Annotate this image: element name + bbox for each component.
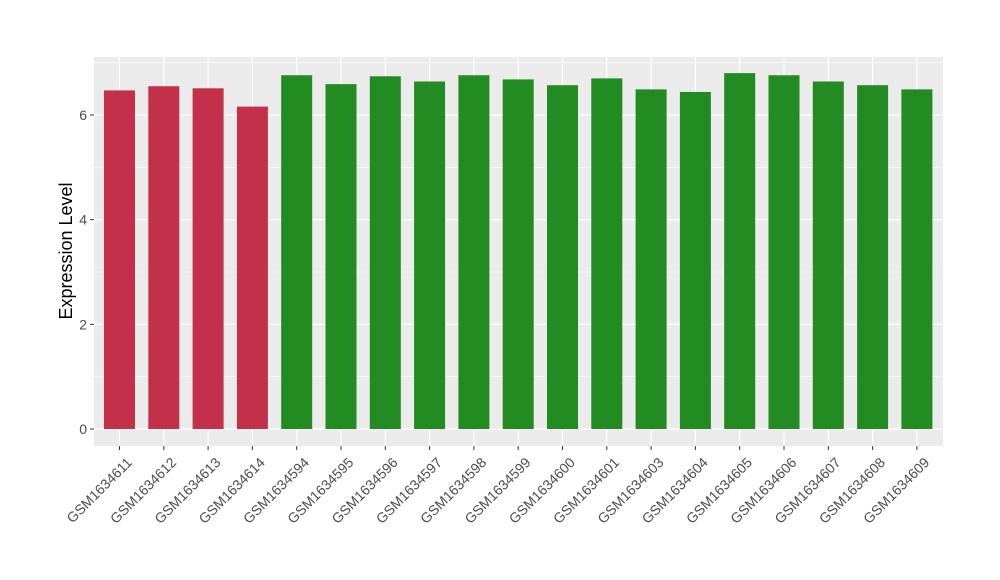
bar-GSM1634598 xyxy=(458,75,490,429)
bar-GSM1634614 xyxy=(236,106,268,430)
bar-GSM1634604 xyxy=(679,91,711,430)
y-tick-label: 4 xyxy=(79,212,87,228)
bar-GSM1634600 xyxy=(547,85,578,430)
bar-GSM1634605 xyxy=(724,73,756,429)
bar-GSM1634613 xyxy=(192,88,224,429)
bar-GSM1634609 xyxy=(901,89,933,430)
bar-GSM1634612 xyxy=(148,86,180,429)
y-tick-label: 2 xyxy=(79,316,87,332)
bar-GSM1634596 xyxy=(369,76,401,430)
y-tick-label: 0 xyxy=(79,421,87,437)
bar-GSM1634597 xyxy=(414,81,446,430)
y-axis: 0 2 4 6 xyxy=(79,107,94,437)
bar-GSM1634603 xyxy=(635,89,667,430)
bar-GSM1634607 xyxy=(812,81,844,430)
bars xyxy=(104,73,933,430)
x-axis: GSM1634611GSM1634612GSM1634613GSM1634614… xyxy=(63,446,933,527)
bar-GSM1634595 xyxy=(325,84,357,429)
bar-GSM1634606 xyxy=(768,75,800,429)
bar-GSM1634611 xyxy=(104,90,135,430)
y-axis-title: Expression Level xyxy=(56,182,76,319)
bar-GSM1634608 xyxy=(857,85,889,430)
y-tick-label: 6 xyxy=(79,107,87,123)
bar-GSM1634601 xyxy=(591,78,623,429)
bar-GSM1634599 xyxy=(502,79,534,429)
bar-GSM1634594 xyxy=(281,75,313,429)
